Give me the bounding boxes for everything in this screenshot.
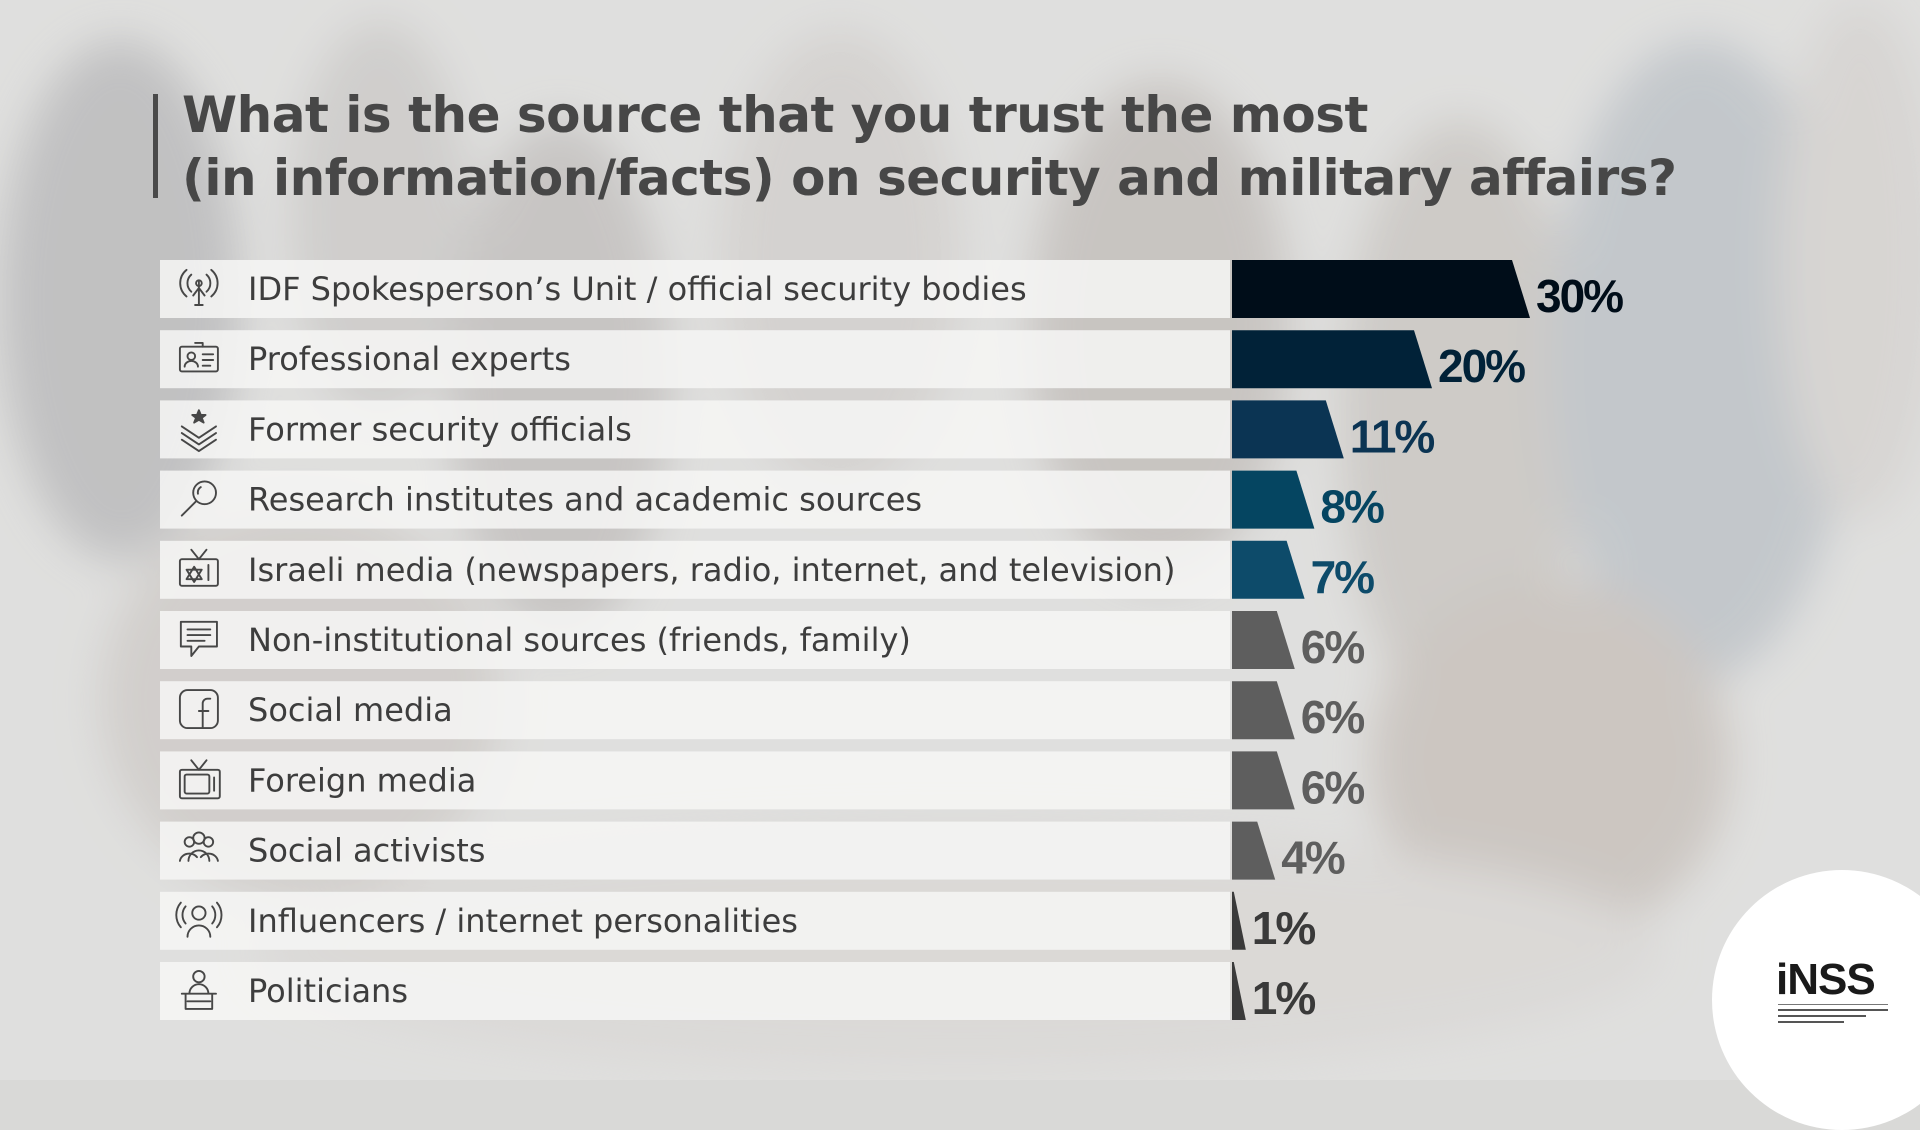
logo-line bbox=[1778, 1021, 1844, 1023]
value-label: 1% bbox=[1252, 902, 1316, 954]
category-label: Israeli media (newspapers, radio, intern… bbox=[248, 551, 1175, 589]
value-label: 7% bbox=[1311, 551, 1375, 603]
value-label: 8% bbox=[1320, 481, 1384, 533]
category-label: Influencers / internet personalities bbox=[248, 902, 798, 940]
tv-star-icon bbox=[178, 548, 219, 587]
magnifier-icon bbox=[180, 480, 217, 517]
bar-chart: IDF Spokesperson’s Unit / official secur… bbox=[160, 260, 1625, 1024]
bar bbox=[1232, 962, 1246, 1020]
row-background bbox=[160, 891, 1230, 950]
value-label: 6% bbox=[1301, 761, 1365, 813]
row-background bbox=[160, 470, 1230, 529]
row-background bbox=[160, 400, 1230, 459]
value-label: 6% bbox=[1301, 691, 1365, 743]
category-label: Non-institutional sources (friends, fami… bbox=[248, 621, 911, 659]
value-label: 30% bbox=[1536, 270, 1623, 322]
row-background bbox=[160, 681, 1230, 740]
logo-subtitle-lines bbox=[1778, 1004, 1888, 1027]
bar bbox=[1232, 611, 1295, 669]
category-label: Politicians bbox=[248, 972, 408, 1010]
row-background bbox=[160, 751, 1230, 810]
chart-row: Foreign media 6% bbox=[160, 751, 1366, 813]
row-background bbox=[160, 330, 1230, 389]
value-label: 11% bbox=[1350, 410, 1435, 462]
bar bbox=[1232, 540, 1305, 599]
chart-row: Social activists 4% bbox=[160, 821, 1347, 884]
value-label: 20% bbox=[1438, 340, 1525, 392]
chart-title-line-1: What is the source that you trust the mo… bbox=[182, 86, 1368, 144]
bar bbox=[1232, 470, 1315, 529]
chart-row: Research institutes and academic sources… bbox=[160, 470, 1386, 533]
value-label: 6% bbox=[1301, 621, 1365, 673]
chart-row: Israeli media (newspapers, radio, intern… bbox=[160, 540, 1376, 603]
category-label: Foreign media bbox=[248, 761, 476, 799]
chart-row: Professional experts 20% bbox=[160, 330, 1527, 392]
row-background bbox=[160, 962, 1230, 1020]
chart-row: Former security officials 11% bbox=[160, 400, 1436, 462]
row-background bbox=[160, 260, 1230, 318]
id-card-icon bbox=[178, 341, 219, 373]
category-label: Research institutes and academic sources bbox=[248, 481, 922, 519]
facebook-icon bbox=[178, 689, 219, 730]
value-label: 4% bbox=[1281, 832, 1345, 884]
chart-title: What is the source that you trust the mo… bbox=[182, 84, 1682, 210]
bar bbox=[1232, 751, 1295, 810]
logo-line bbox=[1778, 1015, 1866, 1017]
chart-row: Influencers / internet personalities 1% bbox=[160, 891, 1317, 954]
rank-insignia-icon bbox=[180, 409, 217, 453]
chart-row: Social media 6% bbox=[160, 681, 1366, 743]
bar bbox=[1232, 330, 1432, 389]
broadcast-person-icon bbox=[175, 901, 223, 938]
chart-row: IDF Spokesperson’s Unit / official secur… bbox=[160, 260, 1625, 322]
inss-logo: iNSS bbox=[1776, 955, 1876, 1004]
category-label: Professional experts bbox=[248, 340, 571, 378]
category-label: Social media bbox=[248, 691, 453, 729]
bar bbox=[1232, 821, 1276, 880]
value-label: 1% bbox=[1252, 972, 1316, 1024]
podium-icon bbox=[180, 969, 217, 1010]
chart-row: Non-institutional sources (friends, fami… bbox=[160, 611, 1366, 673]
row-background bbox=[160, 540, 1230, 599]
title-accent-bar bbox=[153, 94, 158, 198]
antenna-icon bbox=[179, 268, 219, 306]
chart-row: Politicians 1% bbox=[160, 962, 1317, 1024]
chart-rows: IDF Spokesperson’s Unit / official secur… bbox=[160, 260, 1625, 1024]
group-icon bbox=[178, 831, 219, 862]
logo-line bbox=[1778, 1009, 1888, 1011]
row-background bbox=[160, 611, 1230, 669]
category-label: IDF Spokesperson’s Unit / official secur… bbox=[248, 270, 1027, 308]
tv-icon bbox=[178, 759, 221, 800]
chat-bubble-icon bbox=[179, 620, 218, 657]
row-background bbox=[160, 821, 1230, 880]
category-label: Former security officials bbox=[248, 410, 632, 448]
bar bbox=[1232, 260, 1530, 318]
category-label: Social activists bbox=[248, 832, 485, 870]
chart-title-line-2: (in information/facts) on security and m… bbox=[182, 149, 1677, 207]
bar bbox=[1232, 400, 1344, 459]
bar bbox=[1232, 681, 1295, 740]
bar bbox=[1232, 891, 1246, 950]
